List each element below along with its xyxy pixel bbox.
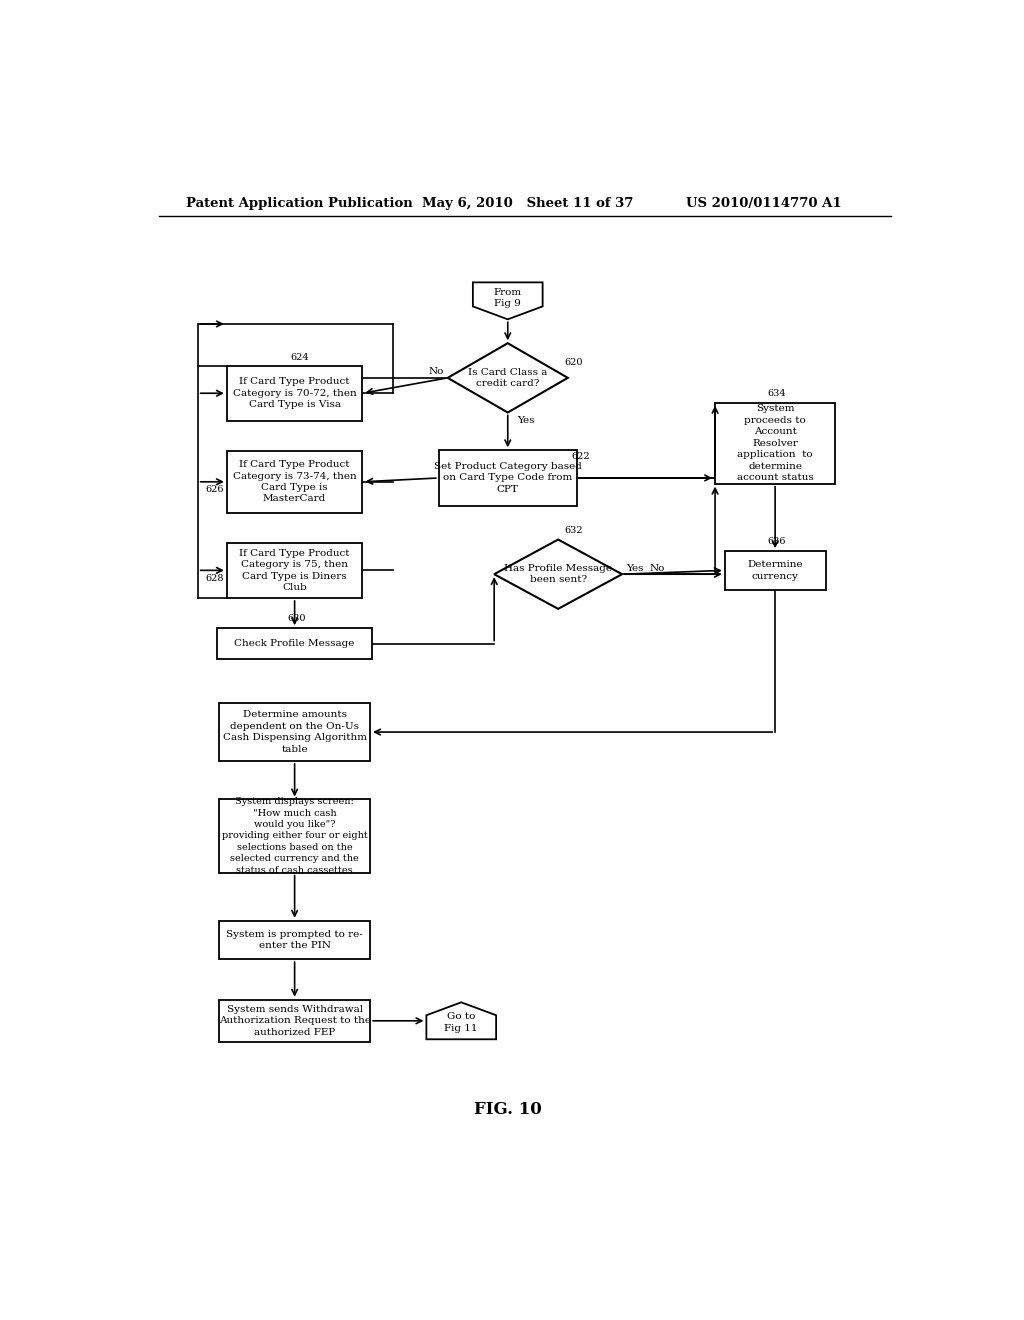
Text: May 6, 2010   Sheet 11 of 37: May 6, 2010 Sheet 11 of 37 [423, 197, 634, 210]
Text: 634: 634 [767, 389, 786, 399]
Bar [219, 921, 371, 960]
Polygon shape [447, 343, 568, 412]
Text: 626: 626 [205, 484, 223, 494]
Text: From
Fig 9: From Fig 9 [494, 288, 522, 308]
Text: Patent Application Publication: Patent Application Publication [186, 197, 413, 210]
Bar [217, 628, 372, 659]
Text: Yes: Yes [517, 416, 535, 425]
Text: 622: 622 [571, 451, 590, 461]
Text: Has Profile Message
been sent?: Has Profile Message been sent? [504, 564, 612, 585]
Text: No: No [649, 564, 665, 573]
Text: If Card Type Product
Category is 75, then
Card Type is Diners
Club: If Card Type Product Category is 75, the… [240, 549, 350, 593]
Bar [219, 999, 371, 1041]
Bar [226, 451, 362, 512]
Text: 624: 624 [291, 354, 309, 362]
Text: Set Product Category based
on Card Type Code from
CPT: Set Product Category based on Card Type … [434, 462, 582, 494]
Text: System sends Withdrawal
Authorization Request to the
authorized FEP: System sends Withdrawal Authorization Re… [219, 1005, 371, 1036]
Text: 628: 628 [205, 574, 223, 582]
Text: 636: 636 [767, 537, 785, 546]
Text: Determine amounts
dependent on the On-Us
Cash Dispensing Algorithm
table: Determine amounts dependent on the On-Us… [222, 710, 367, 754]
Text: Is Card Class a
credit card?: Is Card Class a credit card? [468, 368, 548, 388]
Text: 620: 620 [565, 358, 584, 367]
Bar [715, 403, 836, 483]
Bar [725, 552, 825, 590]
Bar [438, 450, 577, 506]
Text: System displays screen:
"How much cash
would you like"?
providing either four or: System displays screen: "How much cash w… [222, 797, 368, 875]
Polygon shape [495, 540, 622, 609]
Text: Check Profile Message: Check Profile Message [234, 639, 354, 648]
Text: If Card Type Product
Category is 70-72, then
Card Type is Visa: If Card Type Product Category is 70-72, … [232, 378, 356, 409]
Text: US 2010/0114770 A1: US 2010/0114770 A1 [686, 197, 842, 210]
Text: Determine
currency: Determine currency [748, 560, 803, 581]
Polygon shape [426, 1002, 496, 1039]
Text: Yes: Yes [626, 564, 643, 573]
Bar [219, 704, 371, 760]
Bar [226, 543, 362, 598]
Polygon shape [473, 282, 543, 319]
Text: FIG. 10: FIG. 10 [474, 1101, 542, 1118]
Text: System is prompted to re-
enter the PIN: System is prompted to re- enter the PIN [226, 929, 362, 950]
Bar [226, 366, 362, 421]
Bar [219, 800, 371, 873]
Text: If Card Type Product
Category is 73-74, then
Card Type is
MasterCard: If Card Type Product Category is 73-74, … [232, 461, 356, 503]
Text: No: No [428, 367, 443, 376]
Text: System
proceeds to
Account
Resolver
application  to
determine
account status: System proceeds to Account Resolver appl… [736, 404, 813, 482]
Text: Go to
Fig 11: Go to Fig 11 [444, 1012, 478, 1032]
Text: 632: 632 [564, 525, 583, 535]
Text: 630: 630 [287, 614, 305, 623]
